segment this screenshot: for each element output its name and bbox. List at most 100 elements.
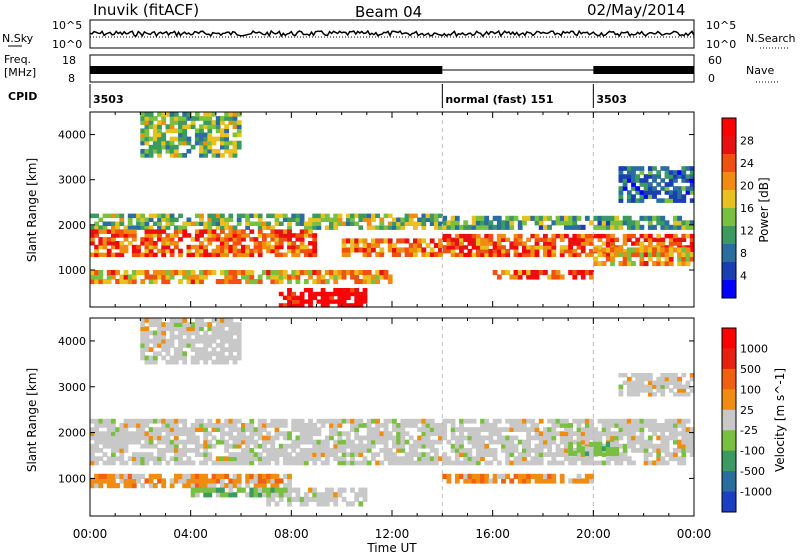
cell-power-cells-0 xyxy=(308,217,313,222)
cell-vel-cells-0 xyxy=(568,431,573,437)
cell-vel-cells-1 xyxy=(115,473,120,479)
cell-vel-cells-0 xyxy=(664,439,670,445)
cell-vel-cells-0 xyxy=(249,448,255,453)
cell-vel-cells-0 xyxy=(685,427,691,432)
cell-power-cells-7 xyxy=(572,274,578,280)
cell-power-cells-4 xyxy=(387,238,393,244)
cell-vel-cells-0 xyxy=(480,427,485,432)
cell-vel-cells-4 xyxy=(530,473,536,479)
cell-vel-cells-0 xyxy=(224,418,229,424)
cell-power-cells-9 xyxy=(220,116,225,121)
cell-vel-cells-0 xyxy=(274,423,280,428)
cell-vel-cells-0 xyxy=(681,448,687,453)
cell-power-cells-1 xyxy=(220,248,225,254)
cell-vel-cells-0 xyxy=(106,423,112,428)
cell-vel-cells-6 xyxy=(203,343,209,348)
cell-power-cells-3 xyxy=(341,303,347,308)
cell-power-cells-8 xyxy=(618,251,624,257)
cell-vel-cells-0 xyxy=(111,443,116,449)
cell-power-cells-0 xyxy=(320,217,326,222)
cell-power-cells-2 xyxy=(324,279,330,285)
cell-vel-cells-0 xyxy=(547,427,552,432)
cell-power-cells-5 xyxy=(501,224,506,230)
cell-vel-cells-0 xyxy=(643,418,649,424)
cell-vel-cells-0 xyxy=(400,418,406,424)
cell-power-cells-7 xyxy=(547,274,552,280)
cell-power-cells-2 xyxy=(165,279,171,285)
cell-power-cells-6 xyxy=(496,252,502,258)
cell-power-cells-2 xyxy=(278,279,284,285)
cell-power-cells-9 xyxy=(186,124,192,129)
cell-power-cells-9 xyxy=(207,124,213,129)
cell-vel-cells-0 xyxy=(446,460,452,466)
cell-vel-cells-0 xyxy=(664,435,670,441)
cell-vel-cells-0 xyxy=(681,423,687,428)
cell-vel-cells-6 xyxy=(232,338,238,344)
cell-vel-cells-0 xyxy=(136,435,141,441)
cell-power-cells-1 xyxy=(102,241,108,246)
station-title: Inuvik (fitACF) xyxy=(93,1,199,19)
cell-power-cells-5 xyxy=(568,224,573,230)
cell-vel-cells-0 xyxy=(354,435,360,441)
cell-power-cells-6 xyxy=(530,252,536,258)
cell-vel-cells-0 xyxy=(555,443,561,449)
cell-power-cells-4 xyxy=(404,247,410,253)
cell-power-cells-1 xyxy=(199,241,204,246)
cell-vel-cells-0 xyxy=(564,431,569,437)
cell-power-cells-6 xyxy=(496,248,502,254)
cell-vel-cells-3 xyxy=(215,492,221,498)
cell-power-cells-2 xyxy=(215,279,221,285)
cell-vel-cells-7 xyxy=(647,384,653,389)
cell-vel-cells-0 xyxy=(303,435,309,441)
cell-vel-cells-2 xyxy=(345,501,351,507)
cell-power-cells-0 xyxy=(144,217,150,222)
cell-power-cells-0 xyxy=(438,225,443,230)
cell-power-cells-3 xyxy=(287,303,292,308)
cell-power-cells-9 xyxy=(152,124,158,129)
cell-power-cells-1 xyxy=(278,233,284,238)
cell-vel-cells-1 xyxy=(270,478,276,484)
cell-vel-cells-0 xyxy=(106,439,112,445)
cell-power-cells-6 xyxy=(635,237,641,242)
cell-vel-cells-0 xyxy=(257,418,263,424)
cell-vel-cells-6 xyxy=(165,359,171,365)
cell-vel-cells-0 xyxy=(622,456,628,462)
cell-power-cells-2 xyxy=(362,274,368,280)
cell-vel-cells-0 xyxy=(224,431,229,437)
cell-vel-cells-0 xyxy=(408,460,414,466)
cell-power-cells-0 xyxy=(404,213,410,219)
cell-power-cells-9 xyxy=(207,136,213,142)
cell-power-cells-4 xyxy=(350,247,355,253)
cell-power-cells-0 xyxy=(417,221,422,226)
cell-vel-cells-0 xyxy=(467,427,473,432)
cell-vel-cells-0 xyxy=(618,423,624,428)
cell-power-cells-10 xyxy=(643,186,649,191)
cell-power-cells-10 xyxy=(635,166,641,171)
cell-vel-cells-3 xyxy=(194,492,200,498)
noise-right-label: N.Search xyxy=(746,32,796,45)
cell-vel-cells-6 xyxy=(220,343,225,348)
cell-power-cells-1 xyxy=(303,252,309,258)
cell-vel-cells-5 xyxy=(597,441,603,447)
cell-vel-cells-0 xyxy=(199,418,204,424)
cell-power-cells-7 xyxy=(589,270,594,276)
cell-power-cells-1 xyxy=(270,244,276,250)
cell-vel-cells-0 xyxy=(509,427,515,432)
cell-power-cells-10 xyxy=(668,182,674,187)
cell-vel-cells-0 xyxy=(287,456,292,462)
cell-power-cells-6 xyxy=(517,237,523,242)
cell-vel-cells-0 xyxy=(618,456,624,462)
cell-vel-cells-7 xyxy=(668,388,674,393)
cell-power-cells-2 xyxy=(262,270,267,276)
cell-power-cells-9 xyxy=(203,132,209,138)
cell-power-cells-9 xyxy=(148,116,154,121)
cell-vel-cells-0 xyxy=(119,435,125,441)
cell-vel-cells-0 xyxy=(681,452,687,457)
cell-power-cells-1 xyxy=(312,248,318,254)
cell-vel-cells-7 xyxy=(660,380,666,385)
cell-power-cells-9 xyxy=(186,116,192,121)
cpid-label: CPID xyxy=(8,90,37,103)
pbar-swatch-7 xyxy=(722,244,736,263)
cell-vel-cells-4 xyxy=(547,473,552,479)
cell-vel-cells-0 xyxy=(249,418,255,424)
